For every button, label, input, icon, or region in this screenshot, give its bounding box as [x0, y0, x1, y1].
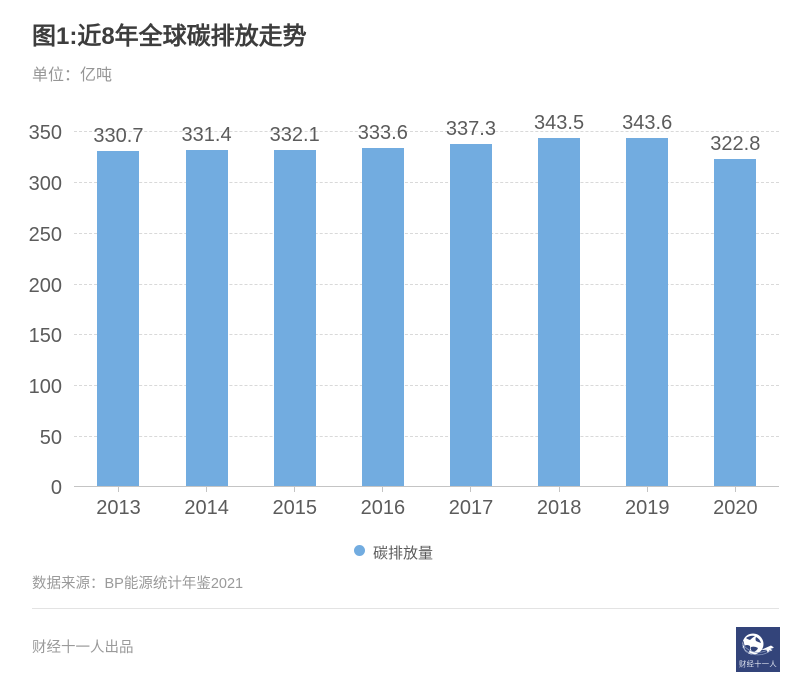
svg-text:财经十一人: 财经十一人	[739, 660, 777, 669]
